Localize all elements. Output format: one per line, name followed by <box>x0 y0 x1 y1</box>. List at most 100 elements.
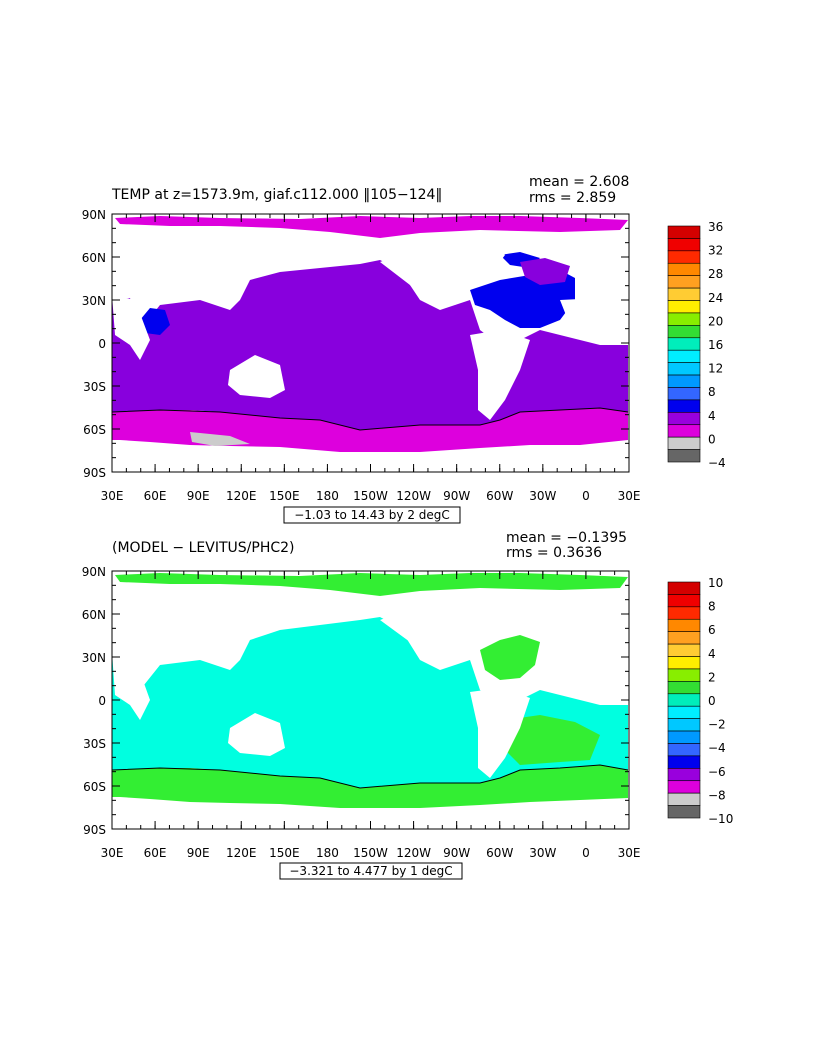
lon-tick-label: 120E <box>226 846 257 860</box>
colorbar-swatch <box>667 262 701 276</box>
colorbar-swatch <box>667 325 701 339</box>
colorbar-label: −6 <box>708 765 726 779</box>
africa-east-landmass <box>560 298 628 340</box>
stat-rms: rms = 0.3636 <box>506 545 602 561</box>
colorbar-label: 20 <box>708 314 723 328</box>
north-america-landmass <box>380 238 505 305</box>
lon-tick-label: 150W <box>353 846 388 860</box>
colorbar-swatch <box>667 768 701 782</box>
lat-tick-label: 60S <box>83 780 106 794</box>
colorbar-swatch <box>667 374 701 388</box>
lon-tick-label: 90E <box>187 846 210 860</box>
colorbar-swatch <box>667 618 701 632</box>
lat-tick-label: 30S <box>83 380 106 394</box>
lat-tick-label: 90N <box>82 208 106 222</box>
colorbar-label: 10 <box>708 576 723 590</box>
contour-line <box>111 407 629 431</box>
lat-tick-label: 60S <box>83 423 106 437</box>
africa-landmass <box>112 295 150 360</box>
map-temp <box>111 213 630 473</box>
colorbar-label: −4 <box>708 456 726 470</box>
panel-title: (MODEL − LEVITUS/PHC2) <box>112 540 295 556</box>
lon-tick-label: 90W <box>443 846 470 860</box>
colorbar-swatch <box>667 387 701 401</box>
lat-tick-label: 90S <box>83 823 106 837</box>
colorbar-label: 28 <box>708 267 723 281</box>
map-diff <box>111 570 630 830</box>
lon-tick-label: 30E <box>618 846 641 860</box>
axes-temp: 90N 60N 30N 0 30S 60S 90S 30E 60E 90E 120E 150E 180 1… <box>82 208 641 503</box>
lon-tick-label: 150E <box>269 489 300 503</box>
lat-tick-label: 30N <box>82 651 106 665</box>
lon-tick-label: 0 <box>582 846 590 860</box>
colorbar-swatch <box>667 424 701 438</box>
lon-tick-label: 90W <box>443 489 470 503</box>
range-label: −1.03 to 14.43 by 2 degC <box>294 508 450 522</box>
lat-tick-label: 30S <box>83 737 106 751</box>
lon-tick-label: 30W <box>529 846 556 860</box>
colorbar-swatch <box>667 436 701 450</box>
colorbar-swatch <box>667 287 701 301</box>
nordic-region <box>520 258 570 285</box>
colorbar-label: 24 <box>708 291 723 305</box>
colorbar-swatch <box>667 805 701 819</box>
colorbar-swatch <box>667 399 701 413</box>
lon-tick-label: 120W <box>396 846 431 860</box>
range-box: −3.321 to 4.477 by 1 degC <box>279 862 463 880</box>
lat-tick-label: 0 <box>98 337 106 351</box>
colorbar-swatch <box>667 693 701 707</box>
colorbar-temp: 36 32 28 24 20 16 12 8 4 0 −4 <box>667 220 726 470</box>
stat-rms: rms = 2.859 <box>529 190 616 206</box>
australia-landmass <box>228 713 285 756</box>
colorbar-label: 4 <box>708 409 716 423</box>
lon-tick-label: 0 <box>582 489 590 503</box>
range-box: −1.03 to 14.43 by 2 degC <box>283 506 461 524</box>
colorbar-label: 8 <box>708 600 716 614</box>
colorbar-label: 6 <box>708 623 716 637</box>
asia-landmass <box>150 590 260 655</box>
colorbar-swatch <box>667 631 701 645</box>
north-america-landmass <box>380 596 505 662</box>
colorbar-swatch <box>667 755 701 769</box>
colorbar-swatch <box>667 312 701 326</box>
lon-tick-label: 150E <box>269 846 300 860</box>
antarctic-shelf <box>190 432 250 446</box>
lon-tick-label: 60E <box>144 489 167 503</box>
south-atlantic-region <box>505 715 600 765</box>
colorbar-swatch <box>667 792 701 806</box>
colorbar-swatch <box>667 275 701 289</box>
colorbar-swatch <box>667 668 701 682</box>
range-label: −3.321 to 4.477 by 1 degC <box>289 864 452 878</box>
colorbar-swatch <box>667 656 701 670</box>
lat-tick-label: 60N <box>82 608 106 622</box>
lat-tick-label: 60N <box>82 251 106 265</box>
colorbar-swatch <box>667 300 701 314</box>
colorbar-label: −2 <box>708 718 726 732</box>
lon-tick-label: 30E <box>101 489 124 503</box>
colorbar-label: 36 <box>708 220 723 234</box>
asia-landmass <box>150 232 260 298</box>
lon-tick-label: 150W <box>353 489 388 503</box>
lon-tick-label: 120E <box>226 489 257 503</box>
europe-landmass <box>575 596 628 653</box>
colorbar-swatch <box>667 643 701 657</box>
colorbar-swatch <box>667 594 701 608</box>
colorbar-swatch <box>667 449 701 463</box>
north-atlantic-region <box>470 270 575 328</box>
australia-landmass <box>228 355 285 398</box>
colorbar-swatch <box>667 362 701 376</box>
lon-tick-label: 30E <box>101 846 124 860</box>
colorbar-swatch <box>667 718 701 732</box>
panel-temp: TEMP at z=1573.9m, giaf.c112.000 ‖105−12… <box>82 174 726 524</box>
lon-tick-label: 90E <box>187 489 210 503</box>
panel-diff: (MODEL − LEVITUS/PHC2) mean = −0.1395 rm… <box>82 530 733 880</box>
colorbar-swatch <box>667 743 701 757</box>
lon-tick-label: 60E <box>144 846 167 860</box>
lon-tick-label: 180 <box>316 846 339 860</box>
colorbar-label: 16 <box>708 338 723 352</box>
colorbar-label: 32 <box>708 244 723 258</box>
colorbar-label: −8 <box>708 788 726 802</box>
panel-title: TEMP at z=1573.9m, giaf.c112.000 ‖105−12… <box>111 187 442 203</box>
lat-tick-label: 90N <box>82 565 106 579</box>
colorbar-swatch <box>667 412 701 426</box>
